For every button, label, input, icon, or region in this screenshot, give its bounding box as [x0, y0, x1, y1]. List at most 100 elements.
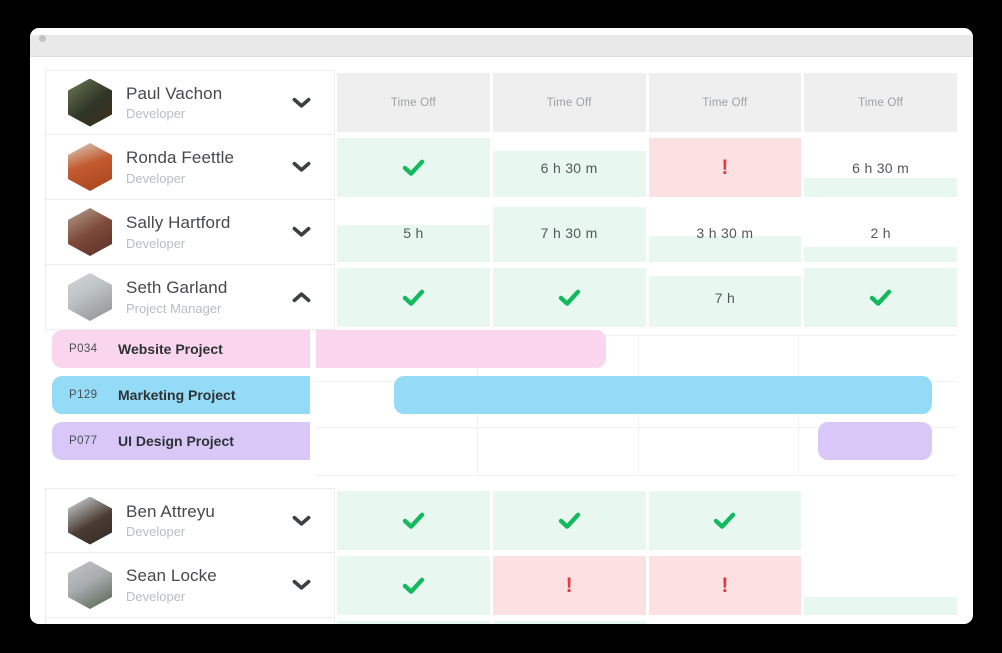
window-titlebar[interactable]: [30, 35, 973, 57]
hours-label: 5 h: [403, 224, 424, 241]
empty-cell[interactable]: [804, 491, 957, 550]
hours-label: 6 h 30 m: [852, 159, 910, 176]
approved-cell[interactable]: [492, 491, 646, 550]
project-pill-marketing[interactable]: P129 Marketing Project: [52, 376, 310, 414]
avatar: [68, 143, 112, 191]
alert-cell[interactable]: !: [492, 556, 646, 615]
timeoff-label: Time Off: [546, 96, 592, 109]
person-role: Developer: [126, 170, 186, 186]
project-bar-website[interactable]: [316, 330, 606, 368]
time-cell[interactable]: [804, 556, 957, 615]
check-icon: [869, 289, 892, 306]
hours-fill: [804, 246, 957, 262]
alert-icon: !: [721, 156, 729, 179]
hours-fill: [492, 150, 646, 197]
project-section: P034 Website Project P129 Marketing Proj…: [45, 330, 957, 478]
person-role: Developer: [126, 106, 186, 122]
row-cells: [337, 488, 957, 553]
avatar: [68, 496, 112, 545]
project-row: P129 Marketing Project: [45, 376, 957, 414]
project-code: P129: [69, 389, 98, 401]
time-cell[interactable]: 3 h 30 m: [648, 203, 802, 262]
table-row: Seth Garland Project Manager 7 h: [45, 265, 957, 330]
person-cell-partial[interactable]: [45, 618, 335, 624]
timeoff-header-cell: Time Off: [337, 73, 490, 132]
hours-label: 7 h: [714, 289, 736, 306]
time-cell[interactable]: 6 h 30 m: [492, 138, 646, 197]
project-code: P034: [69, 343, 98, 355]
app-window: Paul Vachon Developer Time Off Time Off …: [30, 28, 973, 624]
timeoff-label: Time Off: [702, 96, 748, 109]
hours-fill: [337, 224, 490, 262]
person-cell-paul-vachon[interactable]: Paul Vachon Developer: [45, 70, 335, 135]
row-cells: [337, 618, 957, 624]
approved-cell[interactable]: [337, 268, 490, 327]
check-icon: [402, 289, 425, 306]
chevron-up-icon[interactable]: [292, 291, 311, 303]
check-icon: [558, 512, 580, 529]
approved-cell[interactable]: [337, 621, 490, 624]
hours-fill: [492, 207, 646, 262]
approved-cell[interactable]: [492, 268, 646, 327]
person-role: Project Manager: [126, 300, 222, 316]
person-cell-ben-attreyu[interactable]: Ben Attreyu Developer: [45, 488, 335, 553]
time-cell[interactable]: 5 h: [337, 203, 490, 262]
person-cell-sean-locke[interactable]: Sean Locke Developer: [45, 553, 335, 618]
person-cell-ronda-feettle[interactable]: Ronda Feettle Developer: [45, 135, 335, 200]
person-name: Ben Attreyu: [126, 501, 215, 521]
person-cell-seth-garland[interactable]: Seth Garland Project Manager: [45, 265, 335, 330]
hours-label: 3 h 30 m: [696, 224, 754, 241]
time-cell[interactable]: 7 h 30 m: [492, 203, 646, 262]
approved-cell[interactable]: [337, 491, 490, 550]
hours-fill: [648, 236, 802, 262]
approved-cell[interactable]: [492, 621, 646, 624]
hours-label: 6 h 30 m: [540, 159, 598, 176]
person-role: Developer: [126, 588, 186, 604]
empty-cell[interactable]: [804, 621, 957, 624]
time-cell[interactable]: 2 h: [804, 203, 957, 262]
person-name: Ronda Feettle: [126, 148, 235, 168]
project-row: P034 Website Project: [45, 330, 957, 368]
empty-cell[interactable]: [649, 621, 802, 624]
alert-cell[interactable]: !: [648, 556, 802, 615]
approved-cell[interactable]: [804, 268, 957, 327]
hours-fill: [804, 597, 957, 615]
project-row: P077 UI Design Project: [45, 422, 957, 460]
window-control-dot[interactable]: [39, 35, 46, 42]
approved-cell[interactable]: [337, 556, 490, 615]
time-cell[interactable]: 7 h: [648, 268, 802, 327]
check-icon: [714, 512, 736, 529]
project-pill-website[interactable]: P034 Website Project: [52, 330, 310, 368]
project-pill-ui-design[interactable]: P077 UI Design Project: [52, 422, 310, 460]
person-name: Sally Hartford: [126, 213, 231, 233]
alert-cell[interactable]: !: [648, 138, 802, 197]
check-icon: [402, 159, 425, 176]
timeoff-header-cell: Time Off: [492, 73, 646, 132]
approved-cell[interactable]: [337, 138, 490, 197]
project-bar-marketing[interactable]: [394, 376, 932, 414]
project-bar-ui-design[interactable]: [818, 422, 932, 460]
person-cell-sally-hartford[interactable]: Sally Hartford Developer: [45, 200, 335, 265]
project-track: [315, 330, 957, 368]
hours-fill: [648, 275, 802, 327]
row-cells: Time Off Time Off Time Off Time Off: [337, 70, 957, 135]
check-icon: [402, 512, 425, 529]
timeoff-header-cell: Time Off: [804, 73, 957, 132]
chevron-down-icon[interactable]: [292, 97, 311, 109]
table-row: Sean Locke Developer ! !: [45, 553, 957, 618]
hours-label: 7 h 30 m: [540, 224, 598, 241]
project-name: Marketing Project: [118, 387, 236, 403]
chevron-down-icon[interactable]: [292, 579, 311, 591]
approved-cell[interactable]: [648, 491, 802, 550]
project-track: [315, 422, 957, 460]
time-cell[interactable]: 6 h 30 m: [804, 138, 957, 197]
chevron-down-icon[interactable]: [292, 515, 311, 527]
chevron-down-icon[interactable]: [292, 226, 311, 238]
project-name: UI Design Project: [118, 433, 234, 449]
avatar: [68, 78, 112, 127]
timeoff-label: Time Off: [390, 96, 436, 109]
project-name: Website Project: [118, 341, 223, 357]
avatar: [68, 273, 112, 321]
row-cells: 7 h: [337, 265, 957, 330]
chevron-down-icon[interactable]: [292, 161, 311, 173]
